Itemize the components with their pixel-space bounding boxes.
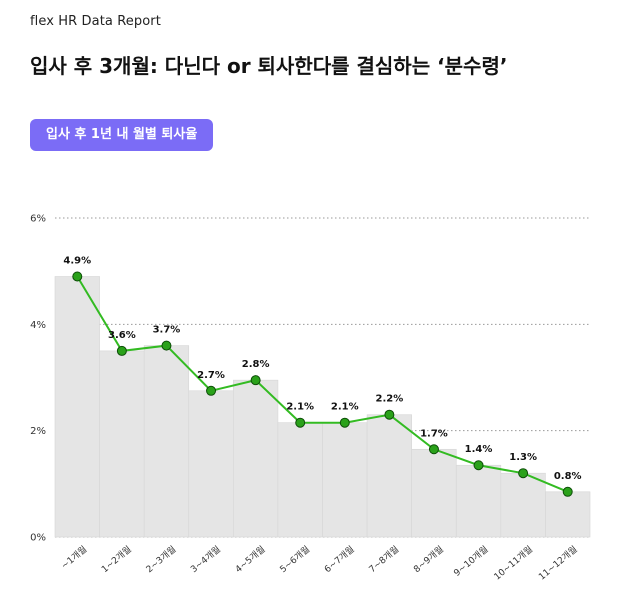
- chart-title-button[interactable]: 입사 후 1년 내 월별 퇴사율: [30, 119, 214, 151]
- area-bar: [188, 390, 234, 538]
- x-tick-label: 5~6개월: [277, 543, 312, 575]
- data-label: 3.7%: [153, 325, 181, 336]
- step-area-group: [54, 276, 591, 538]
- data-point: [428, 444, 439, 455]
- area-bar: [277, 422, 323, 538]
- x-tick-label: 1~2개월: [99, 543, 134, 575]
- data-point: [250, 375, 261, 386]
- data-label: 1.4%: [465, 444, 493, 455]
- series-line-group: [76, 275, 569, 493]
- brand-label: flex HR Data Report: [30, 14, 161, 29]
- x-tick-label: 9~10개월: [451, 543, 490, 579]
- data-label: 1.3%: [509, 452, 537, 463]
- x-tick-label: 7~8개월: [366, 543, 401, 575]
- data-point: [295, 417, 306, 428]
- area-bar: [455, 464, 502, 538]
- data-label: 2.1%: [286, 402, 314, 413]
- data-label: 1.7%: [420, 428, 448, 439]
- data-point: [72, 271, 83, 282]
- y-axis-ticks: 0% 2% 4% 6%: [30, 214, 46, 544]
- data-point: [116, 345, 127, 356]
- area-bar: [233, 379, 279, 538]
- area-bar: [99, 350, 145, 538]
- x-tick-label: 10~11개월: [491, 543, 535, 582]
- y-tick-label: 2%: [30, 426, 46, 437]
- x-axis-ticks: ~1개월 1~2개월 2~3개월 3~4개월 4~5개월 5~6개월 6~7개월 7~8개월 8…: [59, 543, 580, 582]
- x-tick-label: 3~4개월: [188, 543, 223, 575]
- page-title: 입사 후 3개월: 다닌다 or 퇴사한다를 결심하는 ‘분수령’: [30, 54, 508, 78]
- x-tick-label: 8~9개월: [411, 543, 446, 575]
- data-labels: 4.9% 3.6% 3.7% 2.7% 2.8% 2.1% 2.1% 2.2% 1.7% 1.4%…: [63, 255, 581, 481]
- area-bar: [366, 414, 412, 538]
- y-tick-label: 0%: [30, 533, 46, 544]
- y-tick-label: 4%: [30, 320, 46, 331]
- x-tick-label: 11~12개월: [536, 543, 580, 582]
- x-tick-label: 4~5개월: [233, 543, 268, 575]
- data-point: [562, 486, 573, 497]
- x-tick-label: ~1개월: [59, 543, 90, 571]
- data-label: 4.9%: [63, 255, 91, 266]
- data-label: 3.6%: [108, 330, 136, 341]
- data-point: [161, 340, 172, 351]
- area-bar: [143, 345, 190, 538]
- data-point: [206, 385, 217, 396]
- data-point: [473, 460, 484, 471]
- data-point: [384, 409, 395, 420]
- series-line: [76, 275, 569, 493]
- data-label: 2.7%: [197, 370, 225, 381]
- data-point: [518, 468, 529, 479]
- x-tick-label: 2~3개월: [143, 543, 178, 575]
- area-bar: [545, 491, 591, 538]
- data-label: 2.2%: [376, 394, 404, 405]
- data-points: [72, 271, 573, 497]
- area-bar: [54, 276, 100, 538]
- x-tick-label: 6~7개월: [322, 543, 357, 575]
- y-tick-label: 6%: [30, 214, 46, 225]
- area-bar: [322, 422, 368, 538]
- data-point: [339, 417, 350, 428]
- data-label: 2.8%: [242, 359, 270, 370]
- data-label: 2.1%: [331, 402, 359, 413]
- data-label: 0.8%: [554, 471, 582, 482]
- area-bar: [500, 472, 546, 538]
- area-bar: [411, 448, 457, 538]
